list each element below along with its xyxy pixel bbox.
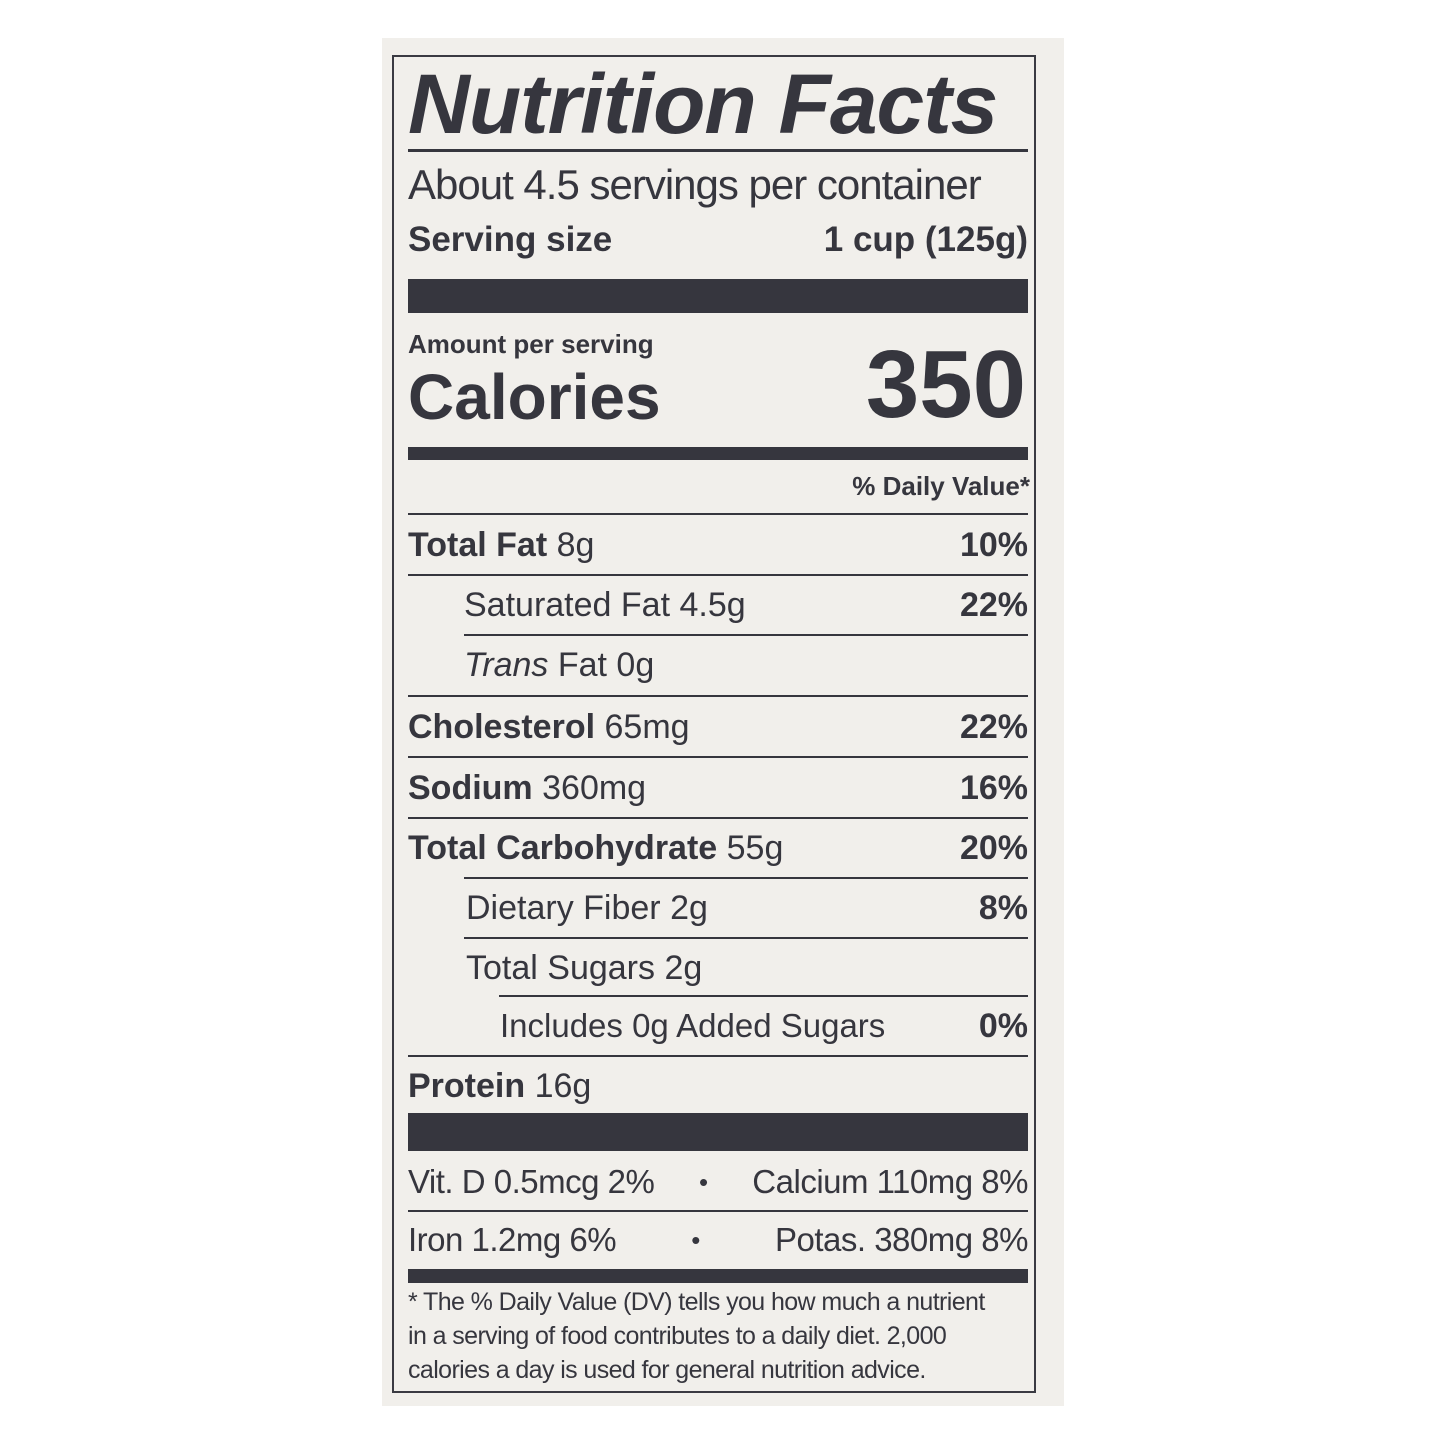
nutrient-dv: 0% <box>978 1006 1028 1045</box>
label-background <box>382 38 1064 1406</box>
nutrient-dv: 8% <box>978 888 1028 927</box>
footnote: * The % Daily Value (DV) tells you how m… <box>408 1285 1028 1387</box>
nutrient-amount: 4.5g <box>679 585 746 624</box>
amount-per-serving: Amount per serving <box>408 329 654 359</box>
serving-size-value: 1 cup (125g) <box>823 220 1028 259</box>
nutrient-name-italic: Trans <box>464 645 549 684</box>
divider <box>408 574 1028 576</box>
divider <box>408 817 1028 819</box>
divider <box>408 149 1028 152</box>
micronutrient-row-1: Vit. D 0.5mcg 2% • Calcium 110mg 8% <box>408 1153 1028 1211</box>
nutrient-name: Protein <box>408 1066 526 1105</box>
micronutrient-row-2: Iron 1.2mg 6% • Potas. 380mg 8% <box>408 1211 1028 1269</box>
nutrient-dv: 22% <box>959 585 1028 624</box>
thick-divider <box>408 279 1028 313</box>
nutrient-row-added-sugars: Includes 0g Added Sugars 0% <box>408 997 1028 1055</box>
serving-size-label: Serving size <box>408 220 613 259</box>
servings-per-container: About 4.5 servings per container <box>408 161 982 208</box>
nutrient-row-total-sugars: Total Sugars 2g <box>408 939 1028 997</box>
divider <box>408 1055 1028 1057</box>
nutrient-name: Saturated Fat <box>464 585 671 624</box>
nutrient-amount: 360mg <box>542 768 647 807</box>
medium-divider <box>408 447 1028 460</box>
nutrition-facts-label: Nutrition Facts About 4.5 servings per c… <box>392 55 1036 1393</box>
micronutrient-right: Calcium 110mg 8% <box>752 1163 1028 1200</box>
nutrient-amount: 2g <box>664 948 703 987</box>
nutrient-row-protein: Protein 16g <box>408 1057 1028 1115</box>
nutrient-name: Total Carbohydrate <box>408 828 718 867</box>
divider <box>408 1210 1028 1212</box>
micronutrient-right: Potas. 380mg 8% <box>774 1221 1029 1258</box>
nutrient-amount: 65mg <box>604 707 690 746</box>
nutrient-row-total-fat: Total Fat 8g 10% <box>408 516 1028 574</box>
nutrient-row-total-carbohydrate: Total Carbohydrate 55g 20% <box>408 819 1028 877</box>
nutrient-row-saturated-fat: Saturated Fat 4.5g 22% <box>408 576 1028 634</box>
divider <box>464 877 1028 879</box>
nutrient-name: Cholesterol <box>408 707 596 746</box>
nutrient-amount: 2g <box>670 888 708 927</box>
nutrient-name: Sodium <box>408 768 533 807</box>
nutrient-name: Dietary Fiber <box>466 888 661 927</box>
nutrient-name: Fat <box>557 645 607 684</box>
nutrient-dv: 22% <box>959 707 1028 746</box>
nutrient-amount: 8g <box>556 525 595 564</box>
nutrient-dv: 20% <box>959 828 1028 867</box>
footnote-line: calories a day is used for general nutri… <box>408 1356 926 1384</box>
daily-value-header: % Daily Value* <box>852 471 1030 501</box>
divider <box>464 634 1028 636</box>
nutrient-name: Total Sugars <box>466 948 655 987</box>
divider <box>499 995 1028 997</box>
micronutrient-left: Iron 1.2mg 6% <box>408 1221 617 1258</box>
divider <box>464 937 1028 939</box>
nutrient-amount: 16g <box>534 1066 592 1105</box>
nutrient-dv: 16% <box>959 768 1028 807</box>
divider <box>408 695 1028 697</box>
nutrient-amount: 0g <box>616 645 655 684</box>
bullet: • <box>699 1166 708 1197</box>
divider <box>408 756 1028 758</box>
serving-size-row: Serving size 1 cup (125g) <box>408 211 1028 269</box>
nutrient-row-sodium: Sodium 360mg 16% <box>408 759 1028 817</box>
footnote-line: in a serving of food contributes to a da… <box>408 1322 947 1350</box>
nutrient-name: Includes 0g Added Sugars <box>500 1007 886 1044</box>
nutrient-dv: 10% <box>959 525 1028 564</box>
thick-divider <box>408 1113 1028 1151</box>
label-title: Nutrition Facts <box>408 57 998 151</box>
nutrient-row-cholesterol: Cholesterol 65mg 22% <box>408 698 1028 756</box>
calories-value: 350 <box>865 331 1026 438</box>
medium-divider <box>408 1269 1028 1283</box>
nutrient-row-trans-fat: Trans Fat 0g <box>408 636 1028 694</box>
micronutrient-left: Vit. D 0.5mcg 2% <box>408 1163 655 1200</box>
divider <box>408 513 1028 515</box>
footnote-line: * The % Daily Value (DV) tells you how m… <box>408 1288 985 1316</box>
bullet: • <box>691 1224 700 1255</box>
nutrient-amount: 55g <box>726 828 784 867</box>
nutrient-name: Total Fat <box>408 525 548 564</box>
calories-label: Calories <box>408 361 661 433</box>
nutrient-row-dietary-fiber: Dietary Fiber 2g 8% <box>408 879 1028 937</box>
